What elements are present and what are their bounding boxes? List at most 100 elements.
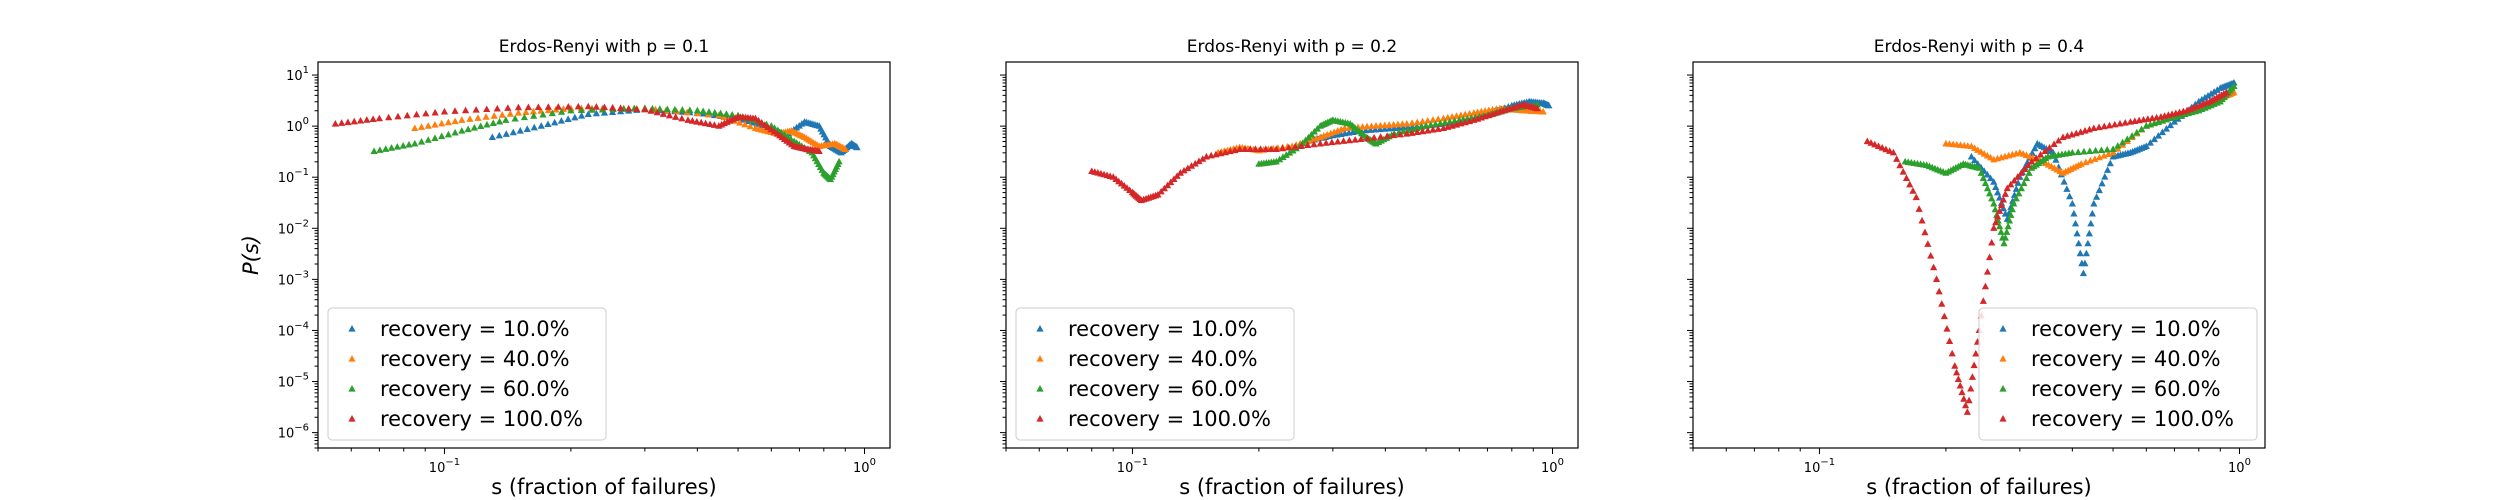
x-tick-label: 10−1 [1804,457,1835,476]
data-point [1434,125,1442,132]
data-point [444,118,452,126]
data-point [422,109,430,117]
data-point [1960,395,1968,402]
data-point [1995,194,2004,201]
data-point [1316,139,1324,147]
data-point [1176,169,1184,176]
data-point [2052,156,2060,163]
y-axis-label: P(s) [239,235,263,275]
data-point [369,115,377,123]
data-point [498,111,506,118]
data-point [438,132,446,140]
data-point [458,116,466,123]
data-point [2162,125,2171,132]
legend-label: recovery = 60.0% [2031,377,2221,401]
data-point [1968,373,1977,380]
data-point [1413,118,1421,126]
data-point [2137,125,2146,133]
data-point [451,107,459,114]
data-point [564,102,572,110]
data-point [1977,169,1985,176]
x-tick-label: 100 [853,457,876,476]
data-point [671,105,679,113]
data-point [741,120,749,128]
data-point [1533,104,1541,112]
data-point [2207,90,2215,97]
legend-box [327,307,607,441]
legend-label: recovery = 40.0% [1068,347,1258,371]
data-point [2090,199,2098,207]
data-point [1383,132,1391,139]
data-point [495,117,504,125]
data-point [1418,127,1427,135]
data-point [641,105,649,113]
data-point [1938,300,1946,307]
data-point [1199,155,1207,162]
data-point [514,103,523,111]
data-point [711,108,719,116]
data-point [2230,82,2238,89]
y-tick-label: 10−6 [278,423,309,442]
data-point [1979,174,1987,182]
data-point [1963,408,1971,415]
data-point [1403,120,1411,127]
data-point [1291,143,1299,150]
data-point [2204,91,2212,99]
data-point [1351,136,1359,143]
data-point [412,110,421,118]
data-point [488,133,496,141]
data-point [1272,145,1280,153]
data-point [2087,219,2095,227]
data-point [1267,145,1275,153]
data-point [1988,238,1996,246]
data-point [1863,137,1871,145]
data-point [1967,384,1975,392]
data-point [551,118,559,126]
data-point [2158,128,2166,136]
data-point [554,103,562,110]
data-point [1246,145,1254,153]
data-point [523,125,531,132]
legend-label: recovery = 60.0% [380,377,570,401]
data-point [2014,173,2022,180]
legend-box [1978,307,2258,441]
data-point [2068,148,2076,156]
legend-label: recovery = 100.0% [2031,407,2234,431]
data-point [1970,156,1979,164]
data-point [2105,121,2114,129]
data-point [577,112,586,119]
data-point [1867,139,1875,146]
data-point [1912,193,1920,201]
data-point [1972,349,1980,357]
data-point [363,116,371,123]
data-point [2004,222,2012,230]
data-point [1377,133,1385,140]
data-point [672,113,680,120]
x-tick-label: 10−1 [429,457,460,476]
data-point [1990,199,1998,207]
data-point [557,117,566,124]
data-point [577,106,586,114]
data-point [2017,169,2025,176]
series-4 [1088,100,1541,204]
data-point [1878,143,1886,151]
data-point [506,110,514,117]
data-point [1952,368,1961,376]
data-point [424,122,432,129]
data-point [1187,162,1196,169]
data-point [2080,147,2088,155]
data-point [1889,148,1898,156]
data-point [1418,117,1427,125]
data-point [1985,189,1994,197]
data-point [2166,121,2175,129]
plot-area [1088,97,1553,204]
data-point [385,113,393,121]
data-point [1927,251,1935,259]
data-point [1956,381,1964,389]
data-point [504,104,512,111]
data-point [2010,199,2018,207]
data-point [387,144,396,151]
data-point [417,138,426,145]
data-point [2063,185,2071,192]
